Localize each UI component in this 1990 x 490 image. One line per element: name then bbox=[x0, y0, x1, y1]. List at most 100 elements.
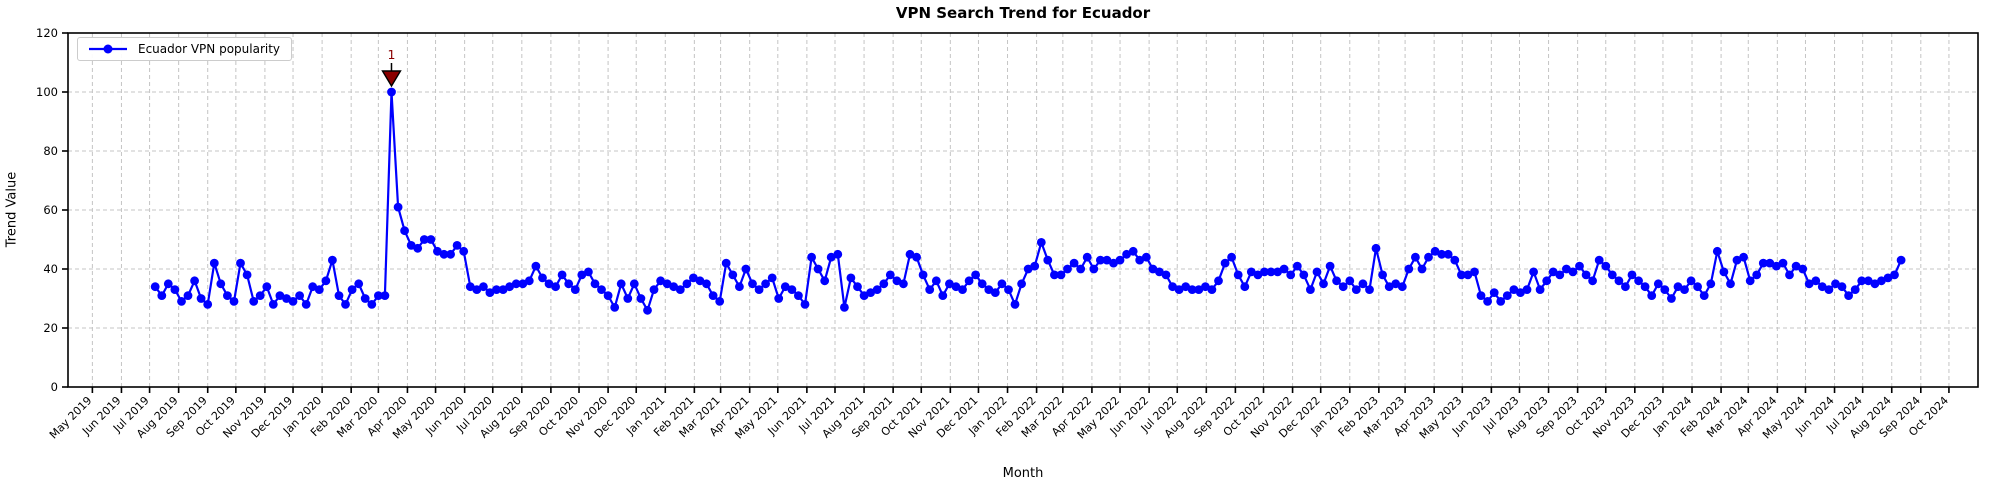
data-point bbox=[1174, 285, 1184, 294]
data-point bbox=[1233, 270, 1243, 280]
data-point bbox=[754, 285, 764, 294]
data-point bbox=[1739, 252, 1748, 262]
data-point bbox=[1430, 246, 1440, 256]
data-point bbox=[820, 276, 830, 286]
data-point bbox=[1082, 252, 1092, 262]
annotation-marker-icon bbox=[381, 70, 402, 88]
data-point bbox=[1292, 261, 1302, 271]
data-point bbox=[1240, 282, 1250, 292]
data-point bbox=[1299, 270, 1309, 280]
data-point bbox=[262, 282, 272, 292]
data-point bbox=[623, 294, 633, 303]
data-point bbox=[774, 294, 784, 303]
data-point bbox=[1647, 291, 1657, 300]
data-point bbox=[689, 273, 698, 283]
data-point bbox=[1437, 249, 1447, 259]
data-point bbox=[400, 226, 409, 236]
data-point bbox=[1634, 276, 1643, 286]
data-point bbox=[1030, 261, 1040, 271]
x-axis-label: Month bbox=[1002, 466, 1044, 481]
data-point bbox=[1850, 285, 1860, 294]
data-point bbox=[1614, 276, 1624, 286]
data-point bbox=[735, 282, 744, 292]
data-point bbox=[1798, 264, 1808, 274]
data-point bbox=[511, 279, 521, 289]
data-point bbox=[1476, 291, 1486, 300]
data-point bbox=[603, 291, 613, 300]
data-point bbox=[866, 288, 875, 297]
data-point bbox=[1115, 255, 1125, 265]
data-point bbox=[1135, 255, 1145, 265]
data-point bbox=[899, 279, 908, 289]
data-point bbox=[1785, 270, 1794, 280]
data-point bbox=[570, 285, 580, 294]
data-point bbox=[1043, 255, 1053, 265]
data-point bbox=[643, 305, 652, 315]
data-point bbox=[459, 246, 469, 256]
data-point bbox=[1345, 276, 1355, 286]
data-point bbox=[748, 279, 757, 289]
data-point bbox=[990, 288, 1000, 297]
data-point bbox=[249, 297, 259, 306]
data-point bbox=[255, 291, 265, 300]
data-point bbox=[367, 300, 377, 309]
data-point bbox=[393, 202, 403, 212]
data-point bbox=[577, 270, 587, 280]
data-point bbox=[1706, 279, 1716, 289]
data-point bbox=[1745, 276, 1755, 286]
data-point bbox=[780, 282, 790, 292]
data-point bbox=[544, 279, 554, 289]
data-point bbox=[1096, 255, 1105, 265]
data-point bbox=[1207, 285, 1217, 294]
data-point bbox=[702, 279, 711, 289]
data-point bbox=[1128, 246, 1138, 256]
data-point bbox=[1811, 276, 1821, 286]
legend-line-sample bbox=[89, 44, 127, 54]
data-point bbox=[1122, 249, 1131, 259]
data-point bbox=[1607, 270, 1617, 280]
data-point bbox=[439, 249, 449, 259]
data-point bbox=[669, 282, 679, 292]
data-point bbox=[203, 300, 213, 309]
data-point bbox=[492, 285, 501, 294]
data-point bbox=[216, 279, 226, 289]
data-point bbox=[314, 285, 324, 294]
data-point bbox=[872, 285, 882, 294]
data-point bbox=[728, 270, 738, 280]
data-point bbox=[1220, 258, 1230, 268]
data-point bbox=[1496, 297, 1506, 306]
data-point bbox=[505, 282, 514, 292]
data-point bbox=[1155, 267, 1164, 277]
data-point bbox=[656, 276, 665, 286]
data-point bbox=[1266, 267, 1276, 277]
data-point bbox=[1535, 285, 1545, 294]
data-point bbox=[1312, 267, 1322, 277]
data-point bbox=[328, 255, 337, 265]
data-point bbox=[761, 279, 770, 289]
data-point bbox=[538, 273, 547, 283]
data-point bbox=[1076, 264, 1086, 274]
data-point bbox=[209, 258, 219, 268]
data-point bbox=[485, 288, 495, 297]
data-point bbox=[531, 261, 541, 271]
data-point bbox=[682, 279, 692, 289]
data-point bbox=[557, 270, 567, 280]
data-point bbox=[931, 276, 941, 286]
data-point bbox=[1516, 288, 1525, 297]
data-point bbox=[380, 291, 390, 300]
data-point bbox=[1089, 264, 1099, 274]
data-point bbox=[1214, 276, 1223, 286]
data-point bbox=[472, 285, 482, 294]
data-point bbox=[1640, 282, 1650, 292]
data-point bbox=[794, 291, 803, 300]
data-point bbox=[1338, 282, 1348, 292]
data-point bbox=[1187, 285, 1197, 294]
data-point bbox=[1371, 243, 1381, 253]
data-point bbox=[925, 285, 935, 294]
data-point bbox=[374, 291, 383, 300]
data-point bbox=[1325, 261, 1335, 271]
data-point bbox=[649, 285, 659, 294]
data-point bbox=[419, 235, 429, 244]
data-point bbox=[1765, 258, 1775, 268]
data-point bbox=[584, 267, 593, 277]
